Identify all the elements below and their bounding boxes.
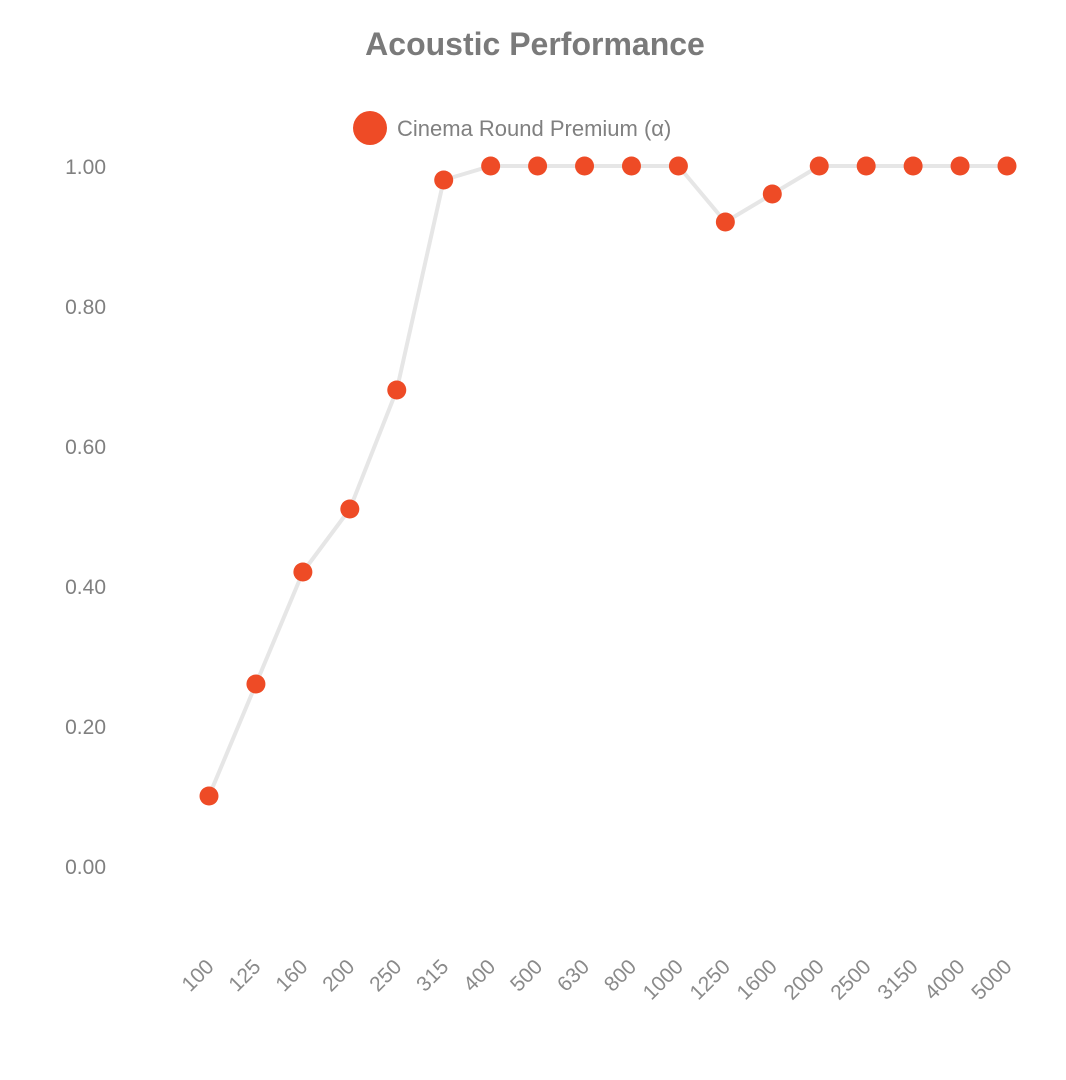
data-point[interactable] — [481, 156, 501, 176]
x-tick-label: 500 — [506, 955, 547, 996]
data-point[interactable] — [997, 156, 1017, 176]
x-tick-label: 800 — [600, 955, 641, 996]
legend[interactable]: Cinema Round Premium (α) — [353, 111, 671, 145]
x-tick-label: 4000 — [920, 955, 969, 1004]
series-line — [207, 164, 1007, 797]
data-point[interactable] — [762, 184, 782, 204]
x-tick-label: 400 — [459, 955, 500, 996]
data-point[interactable] — [715, 212, 735, 232]
x-tick-label: 1250 — [686, 955, 735, 1004]
x-axis: 100 125 160 200 250 315 400 500 630 8001000125016… — [177, 955, 1016, 1004]
y-tick-label: 0.20 — [65, 716, 106, 739]
x-tick-label: 5000 — [967, 955, 1016, 1004]
data-point[interactable] — [340, 499, 360, 519]
data-point[interactable] — [293, 562, 313, 582]
y-tick-label: 0.40 — [65, 576, 106, 599]
data-point[interactable] — [575, 156, 595, 176]
x-tick-label: 315 — [412, 955, 453, 996]
plot-area — [199, 156, 1017, 806]
y-tick-label: 1.00 — [65, 156, 106, 179]
y-axis: 0.00 0.20 0.40 0.60 0.80 1.00 — [65, 156, 106, 879]
x-tick-label: 2000 — [779, 955, 828, 1004]
x-tick-label: 3150 — [873, 955, 922, 1004]
data-point[interactable] — [434, 170, 454, 190]
y-tick-label: 0.00 — [65, 856, 106, 879]
x-tick-label: 125 — [224, 955, 265, 996]
y-tick-label: 0.60 — [65, 436, 106, 459]
data-point[interactable] — [387, 380, 407, 400]
x-tick-label: 1000 — [639, 955, 688, 1004]
legend-label: Cinema Round Premium (α) — [397, 116, 671, 141]
chart-title: Acoustic Performance — [365, 26, 705, 62]
data-point[interactable] — [903, 156, 923, 176]
data-point[interactable] — [950, 156, 970, 176]
x-tick-label: 1600 — [733, 955, 782, 1004]
data-point[interactable] — [856, 156, 876, 176]
x-tick-label: 250 — [365, 955, 406, 996]
legend-marker — [353, 111, 387, 145]
data-point[interactable] — [199, 786, 219, 806]
data-point[interactable] — [246, 674, 266, 694]
data-point[interactable] — [668, 156, 688, 176]
data-point[interactable] — [528, 156, 548, 176]
data-point[interactable] — [621, 156, 641, 176]
x-tick-label: 100 — [177, 955, 218, 996]
data-point[interactable] — [809, 156, 829, 176]
x-tick-label: 200 — [318, 955, 359, 996]
y-tick-label: 0.80 — [65, 296, 106, 319]
x-tick-label: 630 — [553, 955, 594, 996]
x-tick-label: 160 — [271, 955, 312, 996]
x-tick-label: 2500 — [826, 955, 875, 1004]
